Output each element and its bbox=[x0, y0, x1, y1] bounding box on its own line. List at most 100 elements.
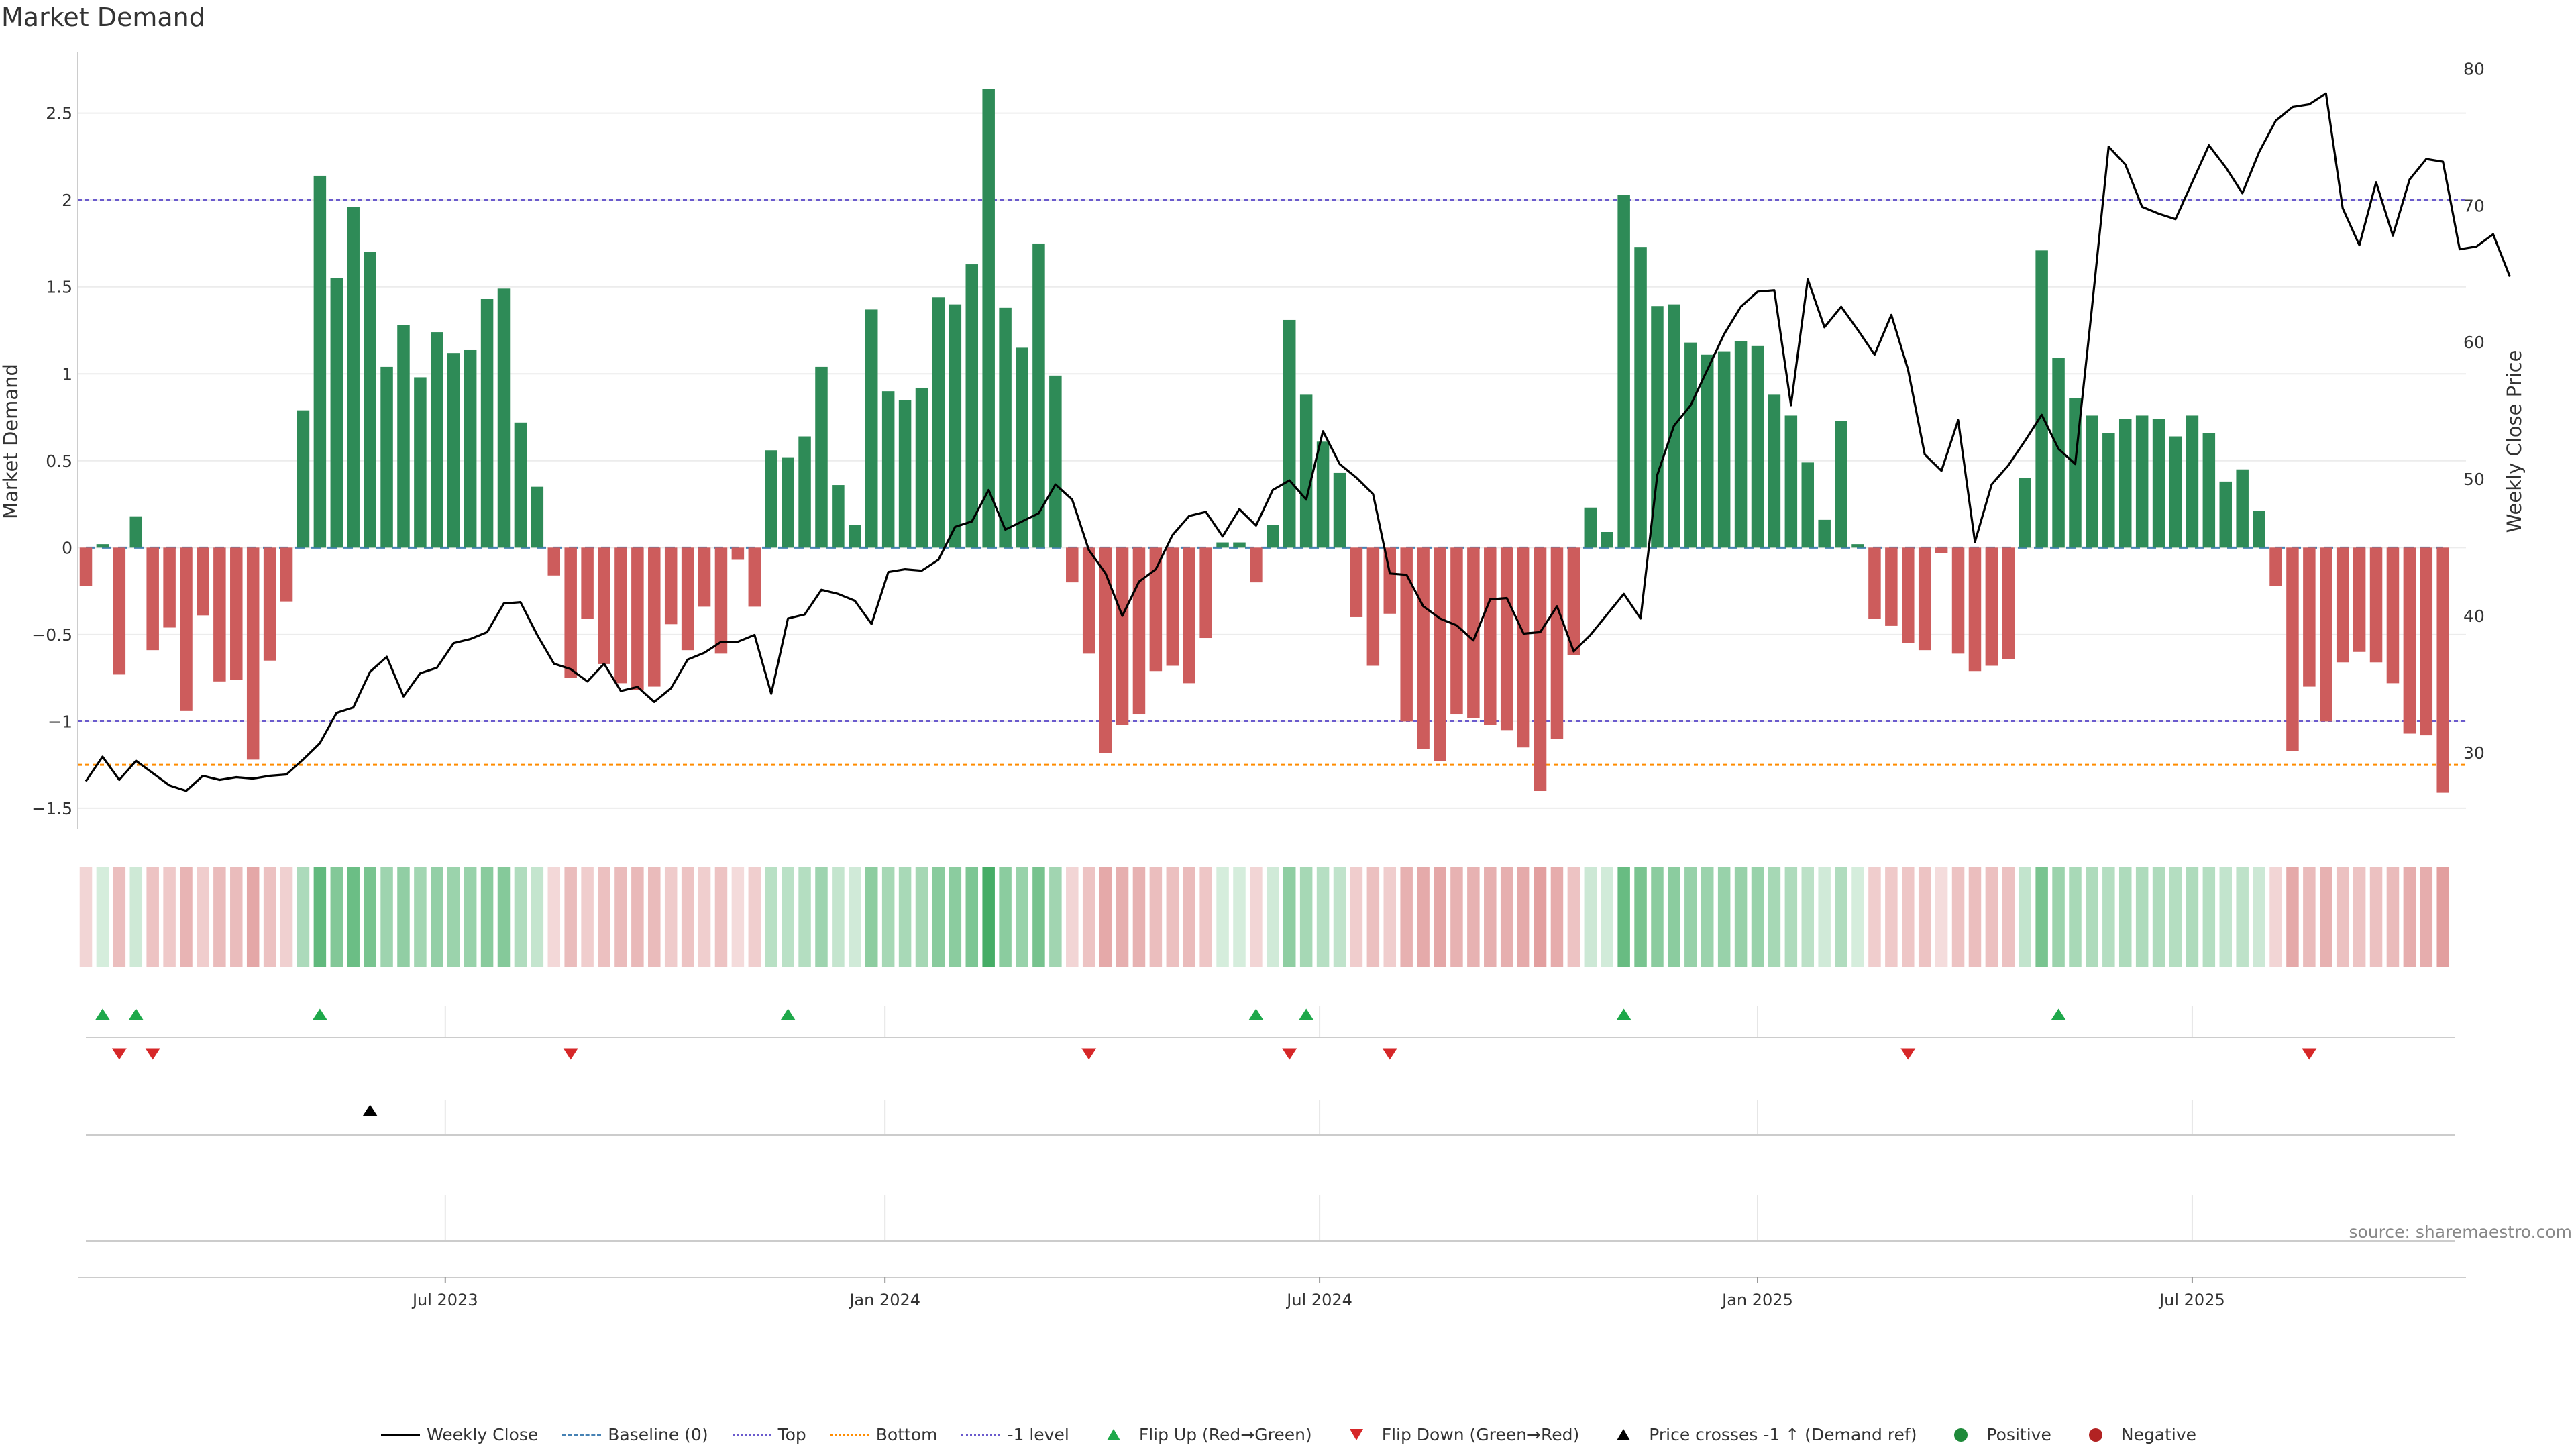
heat-cell bbox=[748, 867, 761, 967]
negative-bar bbox=[1166, 547, 1179, 666]
demand-heat-strip bbox=[79, 867, 2449, 967]
positive-bar bbox=[1316, 441, 1330, 548]
heat-cell bbox=[2152, 867, 2165, 967]
negative-bar bbox=[1902, 547, 1915, 643]
positive-bar bbox=[965, 264, 979, 548]
negative-bar bbox=[614, 547, 627, 684]
heat-cell bbox=[1734, 867, 1748, 967]
positive-bar bbox=[982, 89, 995, 548]
heat-cell bbox=[297, 867, 310, 967]
negative-bar bbox=[1366, 547, 1380, 666]
heat-cell bbox=[865, 867, 878, 967]
positive-bar bbox=[1584, 507, 1597, 548]
legend-item: Weekly Close bbox=[380, 1425, 538, 1444]
heat-cell bbox=[1099, 867, 1112, 967]
legend-label: Baseline (0) bbox=[608, 1425, 708, 1444]
heat-cell bbox=[915, 867, 928, 967]
heat-cell bbox=[2320, 867, 2332, 967]
negative-bar bbox=[1183, 547, 1195, 684]
positive-bar bbox=[531, 486, 544, 548]
positive-bar bbox=[1784, 415, 1798, 548]
positive-bar bbox=[2236, 469, 2249, 548]
positive-bar bbox=[1267, 525, 1279, 548]
y2-tick-label: 70 bbox=[2463, 196, 2485, 215]
positive-bar bbox=[2169, 436, 2182, 548]
heat-cell bbox=[1484, 867, 1497, 967]
heat-cell bbox=[397, 867, 410, 967]
heat-cell bbox=[1049, 867, 1062, 967]
heat-cell bbox=[1935, 867, 1948, 967]
y-tick-label: 1.5 bbox=[46, 278, 72, 297]
legend-item: Price crosses -1 ↑ (Demand ref) bbox=[1602, 1425, 1917, 1444]
heat-cell bbox=[2135, 867, 2149, 967]
flip-down-marker bbox=[1382, 1048, 1397, 1060]
positive-bar bbox=[849, 525, 861, 548]
source-note: source: sharemaestro.com bbox=[2349, 1222, 2573, 1242]
legend-label: Negative bbox=[2121, 1425, 2197, 1444]
positive-bar bbox=[2219, 481, 2233, 548]
positive-bar bbox=[1601, 532, 1613, 548]
heat-cell bbox=[798, 867, 811, 967]
heat-cell bbox=[2403, 867, 2416, 967]
weekly-close-series bbox=[85, 92, 2511, 792]
axes bbox=[77, 52, 2466, 1278]
negative-bar bbox=[1383, 547, 1397, 614]
positive-bar bbox=[397, 325, 410, 548]
heat-cell bbox=[1617, 867, 1630, 967]
legend-item: Positive bbox=[1939, 1425, 2051, 1444]
heat-cell bbox=[1450, 867, 1463, 967]
flip-up-marker bbox=[1616, 1008, 1631, 1020]
positive-bar bbox=[2118, 419, 2132, 548]
positive-bar bbox=[798, 436, 811, 548]
flip-up-marker bbox=[780, 1008, 796, 1020]
positive-bar bbox=[1049, 375, 1062, 548]
lower-panels bbox=[86, 1006, 2455, 1242]
negative-bar bbox=[731, 547, 745, 560]
negative-bar bbox=[1517, 547, 1530, 748]
heat-cell bbox=[2253, 867, 2265, 967]
positive-bar bbox=[1283, 319, 1296, 548]
positive-bar bbox=[999, 307, 1012, 548]
heat-cell bbox=[263, 867, 276, 967]
heat-cell bbox=[1968, 867, 1982, 967]
heat-cell bbox=[1283, 867, 1296, 967]
positive-bar bbox=[2102, 433, 2115, 548]
legend-label: Positive bbox=[1986, 1425, 2051, 1444]
negative-bar bbox=[1885, 547, 1898, 626]
positive-bar bbox=[297, 410, 310, 548]
negative-bar bbox=[2303, 547, 2316, 687]
heat-cell bbox=[1717, 867, 1731, 967]
positive-bar bbox=[815, 366, 828, 548]
heat-cell bbox=[1417, 867, 1430, 967]
flip-down-marker bbox=[1900, 1048, 1916, 1060]
heat-cell bbox=[1183, 867, 1195, 967]
legend-label: Bottom bbox=[875, 1425, 938, 1444]
negative-bar bbox=[1951, 547, 1965, 654]
flip-markers bbox=[95, 1008, 2317, 1116]
heat-cell bbox=[2336, 867, 2349, 967]
legend-symbol bbox=[829, 1428, 871, 1442]
heat-cell bbox=[2353, 867, 2366, 967]
heat-cell bbox=[598, 867, 610, 967]
heat-cell bbox=[1116, 867, 1129, 967]
positive-bar bbox=[1233, 542, 1246, 548]
weekly-close-line bbox=[85, 92, 2511, 792]
heat-cell bbox=[881, 867, 895, 967]
negative-bar bbox=[2336, 547, 2349, 663]
heat-cell bbox=[782, 867, 794, 967]
negative-bar bbox=[1567, 547, 1580, 655]
legend-item: Bottom bbox=[829, 1425, 938, 1444]
heat-cell bbox=[1400, 867, 1413, 967]
heat-cell bbox=[1467, 867, 1480, 967]
positive-bar bbox=[1751, 345, 1764, 548]
flip-up-marker bbox=[2051, 1008, 2066, 1020]
heat-cell bbox=[2186, 867, 2199, 967]
positive-bar bbox=[1032, 243, 1045, 548]
legend-item: Flip Down (Green→Red) bbox=[1335, 1425, 1579, 1444]
legend-symbol bbox=[1335, 1428, 1377, 1442]
legend-symbol bbox=[1602, 1428, 1644, 1442]
positive-bar bbox=[765, 450, 777, 548]
negative-bar bbox=[213, 547, 226, 682]
legend-label: Top bbox=[777, 1425, 806, 1444]
heat-cell bbox=[1166, 867, 1179, 967]
